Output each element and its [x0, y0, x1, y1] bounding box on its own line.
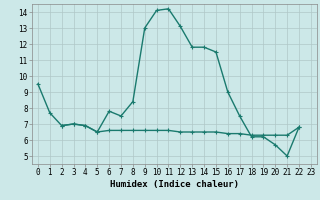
X-axis label: Humidex (Indice chaleur): Humidex (Indice chaleur): [110, 180, 239, 189]
